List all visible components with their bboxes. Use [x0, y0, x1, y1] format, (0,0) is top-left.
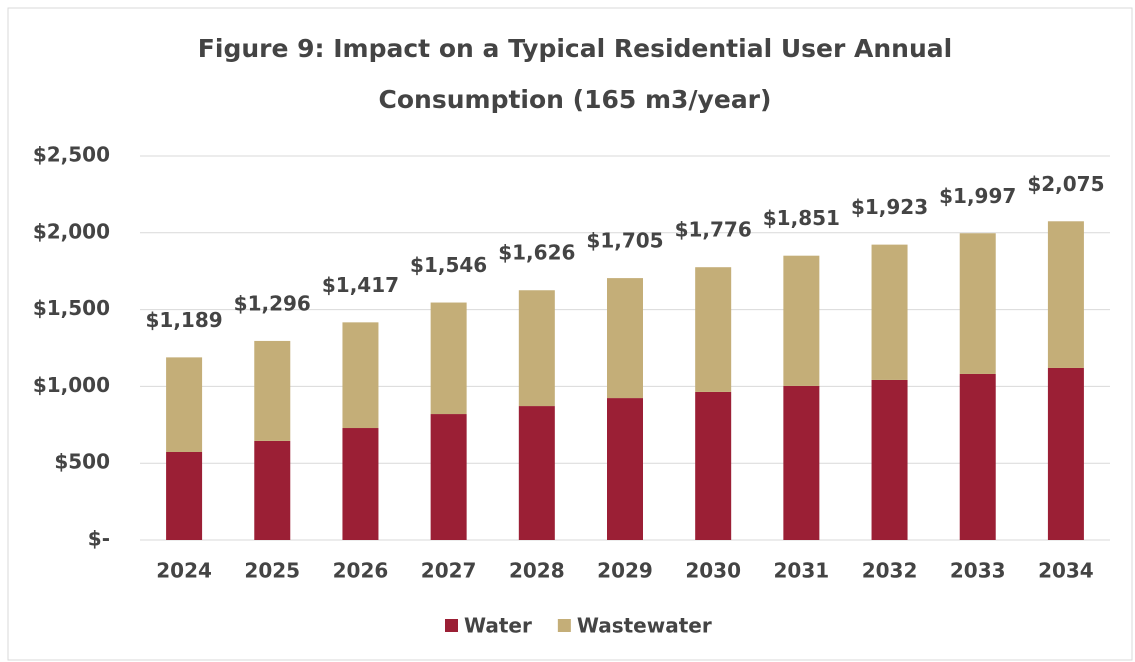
- chart-title: Consumption (165 m3/year): [379, 85, 772, 114]
- y-tick-label: $500: [54, 450, 110, 474]
- total-label: $1,189: [145, 308, 222, 332]
- x-tick-label: 2029: [597, 559, 653, 583]
- bar-segment: [166, 451, 203, 540]
- legend-label: Wastewater: [577, 614, 712, 638]
- chart-frame: [7, 7, 1133, 661]
- y-tick-label: $2,000: [33, 219, 110, 243]
- total-label: $1,296: [234, 291, 311, 315]
- bar-segment: [342, 322, 379, 429]
- x-tick-label: 2034: [1038, 559, 1094, 583]
- x-tick-label: 2028: [509, 559, 565, 583]
- bar-segment: [959, 373, 996, 540]
- bar-segment: [518, 406, 555, 540]
- total-label: $1,776: [675, 218, 752, 242]
- bar-segment: [871, 379, 908, 540]
- legend-swatch: [445, 619, 458, 632]
- total-label: $1,546: [410, 253, 487, 277]
- bar-segment: [871, 244, 908, 380]
- x-tick-label: 2027: [421, 559, 477, 583]
- bar-segment: [1047, 221, 1084, 368]
- bar-segment: [607, 278, 643, 399]
- bar-segment: [430, 302, 467, 415]
- bar-segment: [695, 391, 732, 540]
- x-tick-label: 2026: [333, 559, 389, 583]
- bar-segment: [342, 428, 379, 540]
- x-tick-label: 2033: [950, 559, 1006, 583]
- y-tick-label: $1,000: [33, 373, 110, 397]
- total-label: $1,923: [851, 195, 928, 219]
- legend-swatch: [557, 619, 571, 632]
- bar-segment: [518, 290, 555, 407]
- y-tick-label: $-: [88, 527, 110, 551]
- total-label: $2,075: [1027, 172, 1104, 196]
- y-tick-label: $2,500: [33, 143, 110, 167]
- x-tick-label: 2025: [244, 559, 300, 583]
- bar-segment: [607, 398, 643, 540]
- total-label: $1,851: [763, 206, 840, 230]
- bar-segment: [254, 440, 291, 540]
- bar-segment: [166, 357, 203, 452]
- bar-segment: [783, 255, 820, 386]
- chart-title: Figure 9: Impact on a Typical Residentia…: [198, 34, 952, 63]
- bar-segment: [430, 414, 467, 540]
- y-tick-label: $1,500: [33, 296, 110, 320]
- x-tick-label: 2032: [862, 559, 918, 583]
- total-label: $1,705: [586, 229, 663, 253]
- x-tick-label: 2024: [156, 559, 212, 583]
- total-label: $1,417: [322, 273, 399, 297]
- x-tick-label: 2030: [685, 559, 741, 583]
- bar-segment: [1047, 367, 1084, 540]
- total-label: $1,626: [498, 241, 575, 265]
- legend-label: Water: [464, 614, 532, 638]
- bar-segment: [959, 233, 996, 374]
- bar-segment: [695, 267, 732, 392]
- bar-segment: [783, 385, 820, 540]
- total-label: $1,997: [939, 184, 1016, 208]
- bar-segment: [254, 340, 291, 441]
- x-tick-label: 2031: [774, 559, 830, 583]
